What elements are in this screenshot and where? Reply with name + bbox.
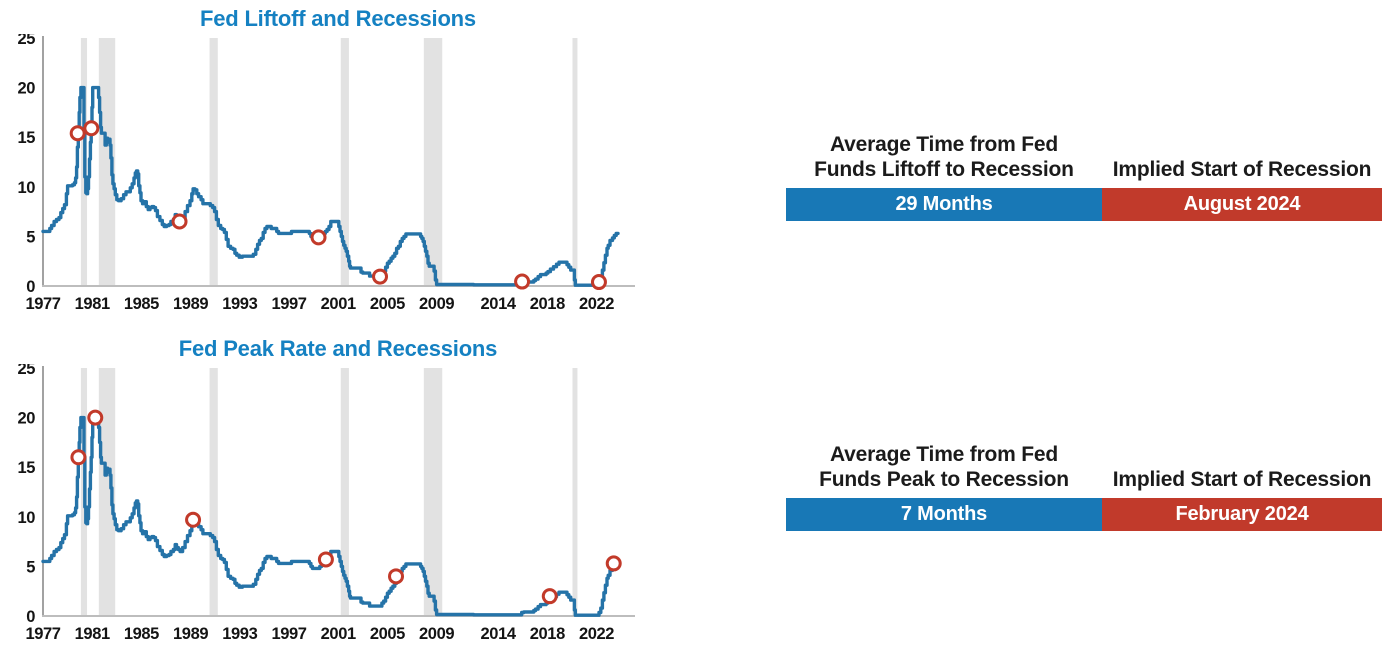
peak-marker: [541, 588, 558, 605]
y-tick-label: 5: [26, 558, 35, 576]
y-tick-label: 20: [17, 80, 35, 98]
avg-time-header: Average Time from Fed Funds Liftoff to R…: [814, 132, 1074, 182]
x-tick-label: 1977: [25, 625, 60, 643]
liftoff-summary-table: Average Time from Fed Funds Liftoff to R…: [786, 127, 1382, 221]
chart-title: Fed Liftoff and Recessions: [200, 6, 476, 31]
y-tick-label: 25: [17, 364, 35, 378]
y-tick-label: 15: [17, 459, 35, 477]
y-tick-label: 10: [17, 179, 35, 197]
recession-band: [209, 368, 218, 616]
y-tick-label: 20: [17, 410, 35, 428]
implied-start-value: February 2024: [1102, 498, 1382, 531]
recession-band: [572, 368, 578, 616]
fed-peak-rate-plot: 0 5 10 15 20 25 1977 1981 1985 1989 1993 1997 2001 20…: [17, 364, 635, 643]
liftoff-marker: [69, 125, 86, 142]
peak-marker: [605, 555, 622, 572]
y-tick-label: 0: [26, 608, 35, 626]
liftoff-marker: [171, 213, 188, 230]
peak-marker: [317, 551, 334, 568]
peak-marker: [87, 409, 104, 426]
liftoff-marker: [514, 273, 531, 290]
x-tick-label: 2005: [370, 625, 405, 643]
implied-start-value: August 2024: [1102, 188, 1382, 221]
x-tick-label: 1981: [75, 625, 110, 643]
x-tick-label: 2001: [321, 625, 356, 643]
x-tick-label: 2018: [530, 295, 565, 313]
liftoff-marker: [310, 229, 327, 246]
avg-time-value: 7 Months: [786, 498, 1102, 531]
peak-marker: [70, 449, 87, 466]
y-tick-label: 5: [26, 228, 35, 246]
fed-peak-rate-chart: Fed Peak Rate and Recessions 0 5 10 15 20 25 1…: [0, 336, 670, 648]
liftoff-marker: [590, 274, 607, 291]
peak-summary-table: Average Time from Fed Funds Peak to Rece…: [786, 437, 1382, 531]
recession-band: [98, 368, 116, 616]
fed-liftoff-chart: Fed Liftoff and Recessions 0 5 10 15 20 25 197…: [0, 6, 670, 318]
recession-band: [340, 368, 349, 616]
x-tick-label: 2022: [579, 295, 614, 313]
x-tick-label: 2001: [321, 295, 356, 313]
fed-liftoff-plot: 0 5 10 15 20 25 1977 1981 1985 1989 1993 1997 2001 20…: [17, 34, 635, 313]
recession-band: [423, 368, 443, 616]
x-tick-label: 2018: [530, 625, 565, 643]
x-tick-label: 2005: [370, 295, 405, 313]
recession-band: [340, 38, 349, 286]
x-tick-label: 2009: [419, 625, 454, 643]
rate-line: [41, 415, 620, 617]
implied-start-header: Implied Start of Recession: [1112, 158, 1372, 182]
x-tick-label: 1981: [75, 295, 110, 313]
chart-title: Fed Peak Rate and Recessions: [178, 336, 498, 361]
rate-line: [41, 85, 620, 287]
y-tick-label: 10: [17, 509, 35, 527]
peak-marker: [388, 568, 405, 585]
recession-band: [98, 38, 116, 286]
y-tick-label: 15: [17, 129, 35, 147]
x-tick-label: 1993: [222, 625, 257, 643]
x-tick-label: 1985: [124, 625, 159, 643]
x-tick-label: 1997: [271, 295, 306, 313]
x-tick-label: 1997: [271, 625, 306, 643]
y-tick-label: 25: [17, 34, 35, 48]
implied-start-header: Implied Start of Recession: [1112, 468, 1372, 492]
avg-time-header: Average Time from Fed Funds Peak to Rece…: [819, 442, 1069, 492]
x-tick-label: 1989: [173, 295, 208, 313]
recession-band: [209, 38, 218, 286]
liftoff-marker: [372, 268, 389, 285]
y-tick-label: 0: [26, 278, 35, 296]
x-tick-label: 1993: [222, 295, 257, 313]
x-tick-label: 1977: [25, 295, 60, 313]
x-tick-label: 2014: [481, 625, 517, 643]
peak-marker: [185, 511, 202, 528]
recession-band: [423, 38, 443, 286]
x-tick-label: 2014: [481, 295, 517, 313]
liftoff-marker: [83, 120, 100, 137]
x-tick-label: 2022: [579, 625, 614, 643]
avg-time-value: 29 Months: [786, 188, 1102, 221]
x-tick-label: 2009: [419, 295, 454, 313]
recession-band: [572, 38, 578, 286]
x-tick-label: 1985: [124, 295, 159, 313]
x-tick-label: 1989: [173, 625, 208, 643]
